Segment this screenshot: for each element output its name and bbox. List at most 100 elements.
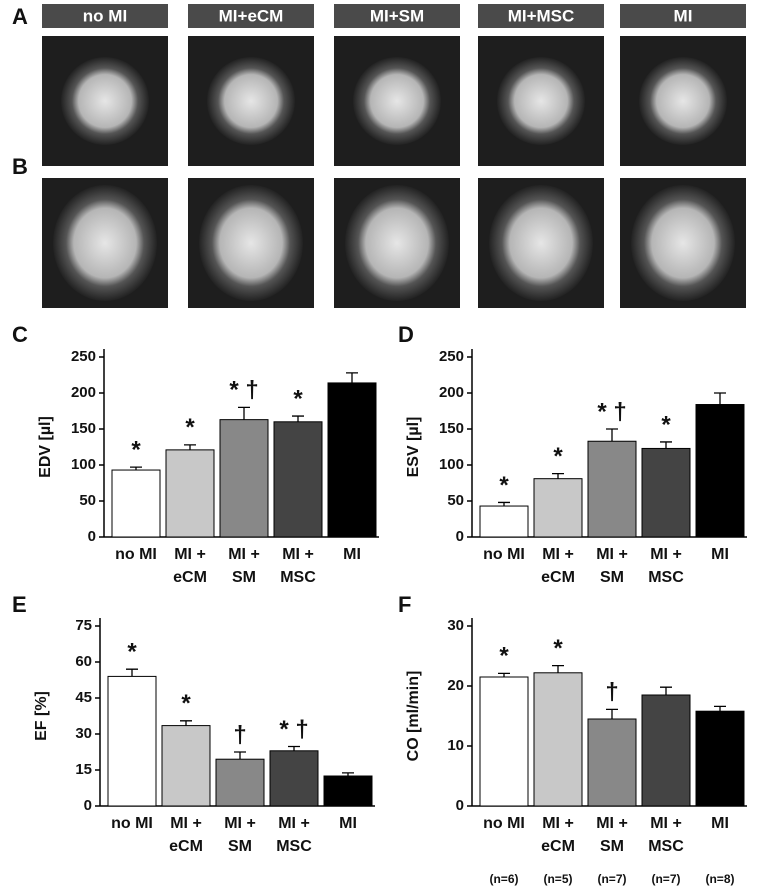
y-tick-label: 50	[79, 492, 96, 509]
error-bar	[180, 720, 192, 726]
error-bar	[126, 668, 138, 677]
y-tick-label: 200	[439, 384, 464, 401]
bar	[479, 505, 529, 538]
x-tick-label: MSC	[280, 569, 316, 586]
y-tick-label: 50	[447, 492, 464, 509]
x-tick-label: MI	[343, 546, 361, 563]
n-label: (n=8)	[705, 872, 734, 886]
panel-label: F	[398, 592, 411, 617]
significance-marker: †	[605, 679, 618, 706]
error-bar	[130, 466, 142, 471]
error-bar	[606, 428, 618, 442]
x-tick-label: MSC	[276, 838, 312, 855]
y-tick-label: 30	[75, 725, 92, 742]
bar	[161, 725, 211, 807]
bar	[695, 710, 745, 807]
mri-heart	[497, 57, 585, 145]
error-bar	[552, 664, 564, 673]
y-tick-label: 15	[75, 761, 92, 778]
y-tick-label: 0	[84, 797, 92, 814]
significance-marker: * †	[597, 398, 626, 425]
column-header: MI+eCM	[219, 6, 284, 25]
significance-marker: *	[661, 411, 671, 438]
mri-heart	[489, 185, 593, 301]
bar	[269, 750, 319, 807]
bar	[107, 675, 157, 807]
x-tick-label: MI +	[278, 815, 310, 832]
mri-heart	[199, 185, 303, 301]
error-bar	[234, 751, 246, 760]
error-bar	[342, 772, 354, 776]
x-tick-label: MSC	[648, 838, 684, 855]
mri-heart	[61, 57, 149, 145]
bar	[215, 758, 265, 807]
y-tick-label: 150	[439, 420, 464, 437]
y-tick-label: 60	[75, 653, 92, 670]
significance-marker: * †	[279, 716, 308, 743]
significance-marker: *	[553, 443, 563, 470]
y-tick-label: 250	[439, 348, 464, 365]
error-bar	[552, 472, 564, 479]
bar	[587, 718, 637, 807]
x-tick-label: eCM	[541, 838, 575, 855]
column-header-bg	[334, 4, 460, 28]
x-tick-label: MI	[711, 546, 729, 563]
column-header-bg	[42, 4, 168, 28]
error-bar	[288, 745, 300, 751]
y-tick-label: 250	[71, 348, 96, 365]
x-tick-label: no MI	[483, 546, 525, 563]
x-tick-label: SM	[600, 838, 624, 855]
y-tick-label: 75	[75, 617, 92, 634]
x-tick-label: eCM	[173, 569, 207, 586]
bar	[273, 421, 323, 538]
x-tick-label: no MI	[483, 815, 525, 832]
error-bar	[184, 444, 196, 450]
error-bar	[292, 415, 304, 422]
panel-label: A	[12, 4, 28, 29]
significance-marker: *	[181, 690, 191, 717]
error-bar	[498, 501, 510, 507]
mri-heart	[207, 57, 295, 145]
significance-marker: *	[499, 472, 509, 499]
column-header: MI+SM	[370, 6, 424, 25]
y-tick-label: 100	[439, 456, 464, 473]
bar	[641, 694, 691, 807]
bar	[641, 447, 691, 538]
bar	[695, 404, 745, 538]
bar	[219, 419, 269, 538]
x-tick-label: MI +	[170, 815, 202, 832]
panel-label: D	[398, 322, 414, 347]
y-tick-label: 45	[75, 689, 92, 706]
y-tick-label: 30	[447, 617, 464, 634]
x-tick-label: eCM	[541, 569, 575, 586]
error-bar	[498, 672, 510, 677]
x-tick-label: MI +	[282, 546, 314, 563]
significance-marker: *	[131, 437, 141, 464]
x-tick-label: SM	[232, 569, 256, 586]
x-tick-label: MI +	[596, 815, 628, 832]
mri-heart	[53, 185, 157, 301]
n-label: (n=6)	[489, 872, 518, 886]
column-header: MI+MSC	[508, 6, 575, 25]
y-axis-label: ESV [µl]	[405, 417, 422, 478]
n-label: (n=7)	[651, 872, 680, 886]
y-tick-label: 0	[456, 528, 464, 545]
x-tick-label: MI	[711, 815, 729, 832]
x-tick-label: SM	[600, 569, 624, 586]
x-tick-label: MI +	[650, 546, 682, 563]
bar	[111, 469, 161, 538]
error-bar	[346, 372, 358, 383]
error-bar	[660, 441, 672, 449]
panel-label: C	[12, 322, 28, 347]
bar	[165, 449, 215, 538]
column-header-bg	[478, 4, 604, 28]
significance-marker: *	[499, 643, 509, 670]
y-axis-label: EDV [µl]	[37, 416, 54, 478]
mri-heart	[631, 185, 735, 301]
bar	[533, 672, 583, 807]
x-tick-label: MI	[339, 815, 357, 832]
x-tick-label: eCM	[169, 838, 203, 855]
y-tick-label: 0	[88, 528, 96, 545]
x-tick-label: MI +	[224, 815, 256, 832]
